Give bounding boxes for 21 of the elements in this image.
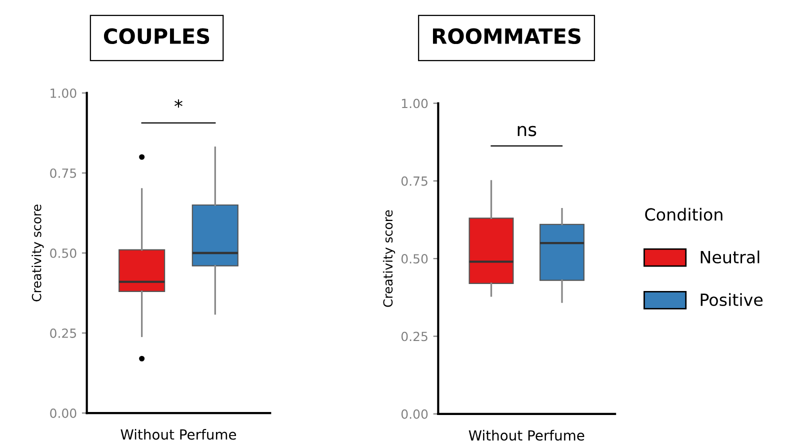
y-tick-label: 0.25: [401, 332, 428, 342]
y-axis-title: Creativity score: [382, 210, 396, 307]
legend-label: Neutral: [700, 250, 760, 264]
y-axis-title: Creativity score: [32, 204, 44, 302]
y-tick-label: 0.00: [401, 409, 428, 419]
y-tick-label: 0.00: [50, 408, 76, 418]
legend-label: Positive: [700, 293, 763, 306]
legend-title: Condition: [645, 208, 722, 221]
x-axis-title: Without Perfume: [120, 429, 236, 440]
y-tick-label: 0.50: [50, 248, 76, 258]
y-tick-label: 0.25: [50, 328, 76, 338]
y-tick-label: 0.75: [50, 168, 76, 178]
y-tick-label: 0.75: [401, 176, 428, 186]
annotation: *: [174, 99, 182, 108]
x-axis-title: Without Perfume: [468, 430, 584, 441]
annotation: ns: [518, 126, 536, 136]
chart-title: ROOMMATES: [432, 28, 580, 44]
y-tick-label: 0.50: [401, 254, 428, 264]
y-tick-label: 1.00: [402, 98, 428, 108]
chart-title: COUPLES: [104, 28, 210, 44]
y-tick-label: 1.00: [50, 88, 76, 98]
